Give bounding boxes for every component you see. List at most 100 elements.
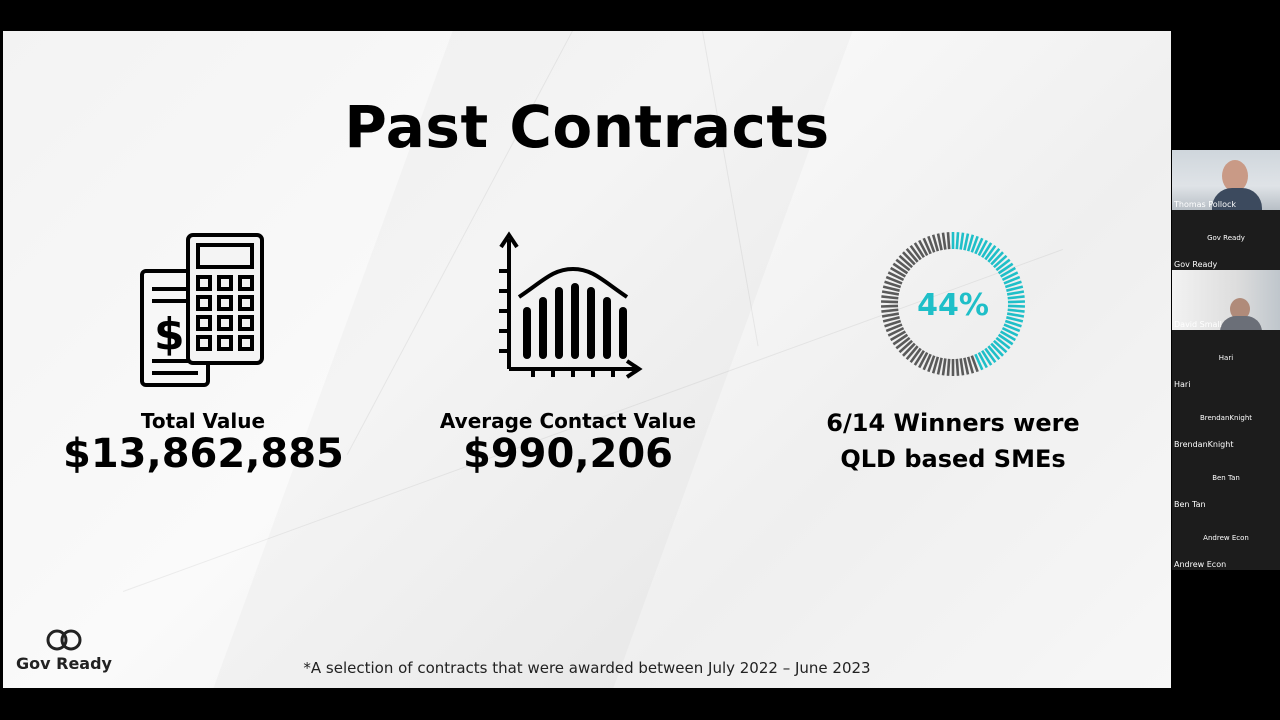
stat-total-value: $ Total Value $13,862,885: [63, 231, 344, 477]
donut-tick: [984, 347, 997, 364]
donut-tick: [881, 308, 899, 313]
donut-tick: [892, 262, 909, 275]
donut-tick: [955, 358, 960, 376]
donut-tick: [881, 295, 899, 300]
donut-tick: [936, 357, 943, 375]
slide-title: Past Contracts: [344, 93, 830, 161]
donut-tick: [922, 353, 932, 371]
donut-tick: [909, 244, 922, 261]
stat-value: $990,206: [462, 431, 674, 477]
gov-ready-logo: Gov Ready: [14, 628, 114, 673]
donut-tick: [882, 285, 900, 292]
participant-tile[interactable]: Thomas Pollock: [1172, 150, 1280, 218]
donut-tick: [990, 342, 1004, 357]
donut-icon: 44%: [880, 232, 1026, 376]
donut-tick: [977, 239, 988, 257]
donut-tick: [1006, 290, 1025, 296]
donut-tick: [1007, 308, 1025, 313]
donut-tick: [993, 339, 1008, 354]
donut-tick: [970, 235, 979, 253]
participant-name: Hari: [1174, 380, 1191, 389]
donut-tick: [885, 275, 903, 285]
participant-tile[interactable]: BrendanKnight BrendanKnight: [1172, 390, 1280, 450]
donut-tick: [995, 336, 1011, 350]
bar-chart-icon: [499, 231, 643, 379]
donut-tick: [931, 234, 940, 252]
donut-tick: [882, 316, 900, 323]
donut-tick: [905, 248, 919, 263]
donut-tick: [1006, 316, 1024, 323]
donut-tick: [970, 355, 979, 373]
donut-tick: [884, 280, 902, 289]
stat-value: $13,862,885: [63, 431, 344, 477]
donut-tick: [918, 239, 929, 257]
participant-tile[interactable]: Gov Ready Gov Ready: [1172, 210, 1280, 270]
donut-tick: [881, 290, 900, 296]
participant-name: David Small: [1174, 320, 1222, 329]
donut-tick: [1001, 271, 1019, 282]
donut-tick: [1006, 312, 1025, 318]
donut-tick: [946, 232, 951, 250]
participant-video: [1230, 298, 1250, 320]
donut-tick: [963, 357, 970, 375]
donut-tick: [1003, 323, 1021, 333]
donut-tick: [898, 339, 913, 354]
donut-tick: [913, 349, 925, 366]
stat-label: Average Contact Value: [439, 409, 697, 433]
donut-tick: [1006, 285, 1024, 292]
donut-tick: [946, 358, 951, 376]
stat-text-line-2: QLD based SMEs: [840, 445, 1066, 473]
donut-tick: [892, 333, 909, 346]
participant-tile[interactable]: David Small: [1172, 270, 1280, 336]
donut-tick: [963, 233, 970, 251]
donut-tick: [993, 254, 1008, 269]
donut-tick: [1004, 319, 1022, 328]
participant-tile[interactable]: Ben Tan Ben Tan: [1172, 450, 1280, 510]
donut-tick: [1007, 304, 1026, 308]
donut-tick: [905, 345, 919, 360]
donut-tick: [881, 312, 900, 318]
donut-tick: [941, 358, 947, 376]
donut-tick: [987, 345, 1001, 360]
participant-name: Gov Ready: [1174, 260, 1218, 269]
participant-name: Thomas Pollock: [1174, 200, 1237, 209]
donut-tick: [1007, 300, 1026, 304]
participant-gallery: Thomas Pollock Gov Ready Gov Ready David…: [1172, 150, 1280, 570]
donut-tick: [898, 254, 913, 269]
participant-placeholder-name: Gov Ready: [1207, 234, 1245, 242]
donut-tick: [887, 271, 905, 282]
participant-name: BrendanKnight: [1174, 440, 1234, 449]
donut-tick: [974, 237, 984, 255]
donut-tick: [884, 319, 902, 328]
donut-tick: [918, 351, 929, 369]
donut-tick: [902, 251, 916, 266]
donut-tick: [966, 356, 975, 374]
rings-logo-icon: [46, 629, 82, 651]
donut-tick: [981, 349, 993, 366]
donut-tick: [941, 232, 947, 250]
participant-tile[interactable]: Hari Hari: [1172, 330, 1280, 390]
donut-tick: [997, 333, 1014, 346]
donut-tick: [880, 304, 899, 308]
donut-tick: [1007, 295, 1025, 300]
stat-text-line-1: 6/14 Winners were: [826, 409, 1080, 437]
slide-footnote: *A selection of contracts that were awar…: [303, 659, 871, 677]
logo-text: Gov Ready: [16, 654, 112, 673]
participant-placeholder-name: Hari: [1218, 354, 1234, 362]
donut-tick: [931, 356, 940, 374]
svg-text:$: $: [154, 309, 185, 360]
donut-tick: [955, 232, 960, 250]
donut-tick: [909, 347, 922, 364]
donut-tick: [887, 326, 905, 337]
donut-tick: [977, 351, 988, 369]
donut-tick: [995, 258, 1011, 272]
participant-name: Andrew Econ: [1174, 560, 1227, 569]
donut-tick: [889, 330, 907, 342]
participant-placeholder-name: Andrew Econ: [1203, 534, 1249, 542]
donut-tick: [974, 353, 984, 371]
participant-video: [1222, 160, 1248, 192]
donut-tick: [987, 248, 1001, 263]
donut-tick: [927, 355, 936, 373]
donut-tick: [936, 233, 943, 251]
participant-tile[interactable]: Andrew Econ Andrew Econ: [1172, 510, 1280, 570]
